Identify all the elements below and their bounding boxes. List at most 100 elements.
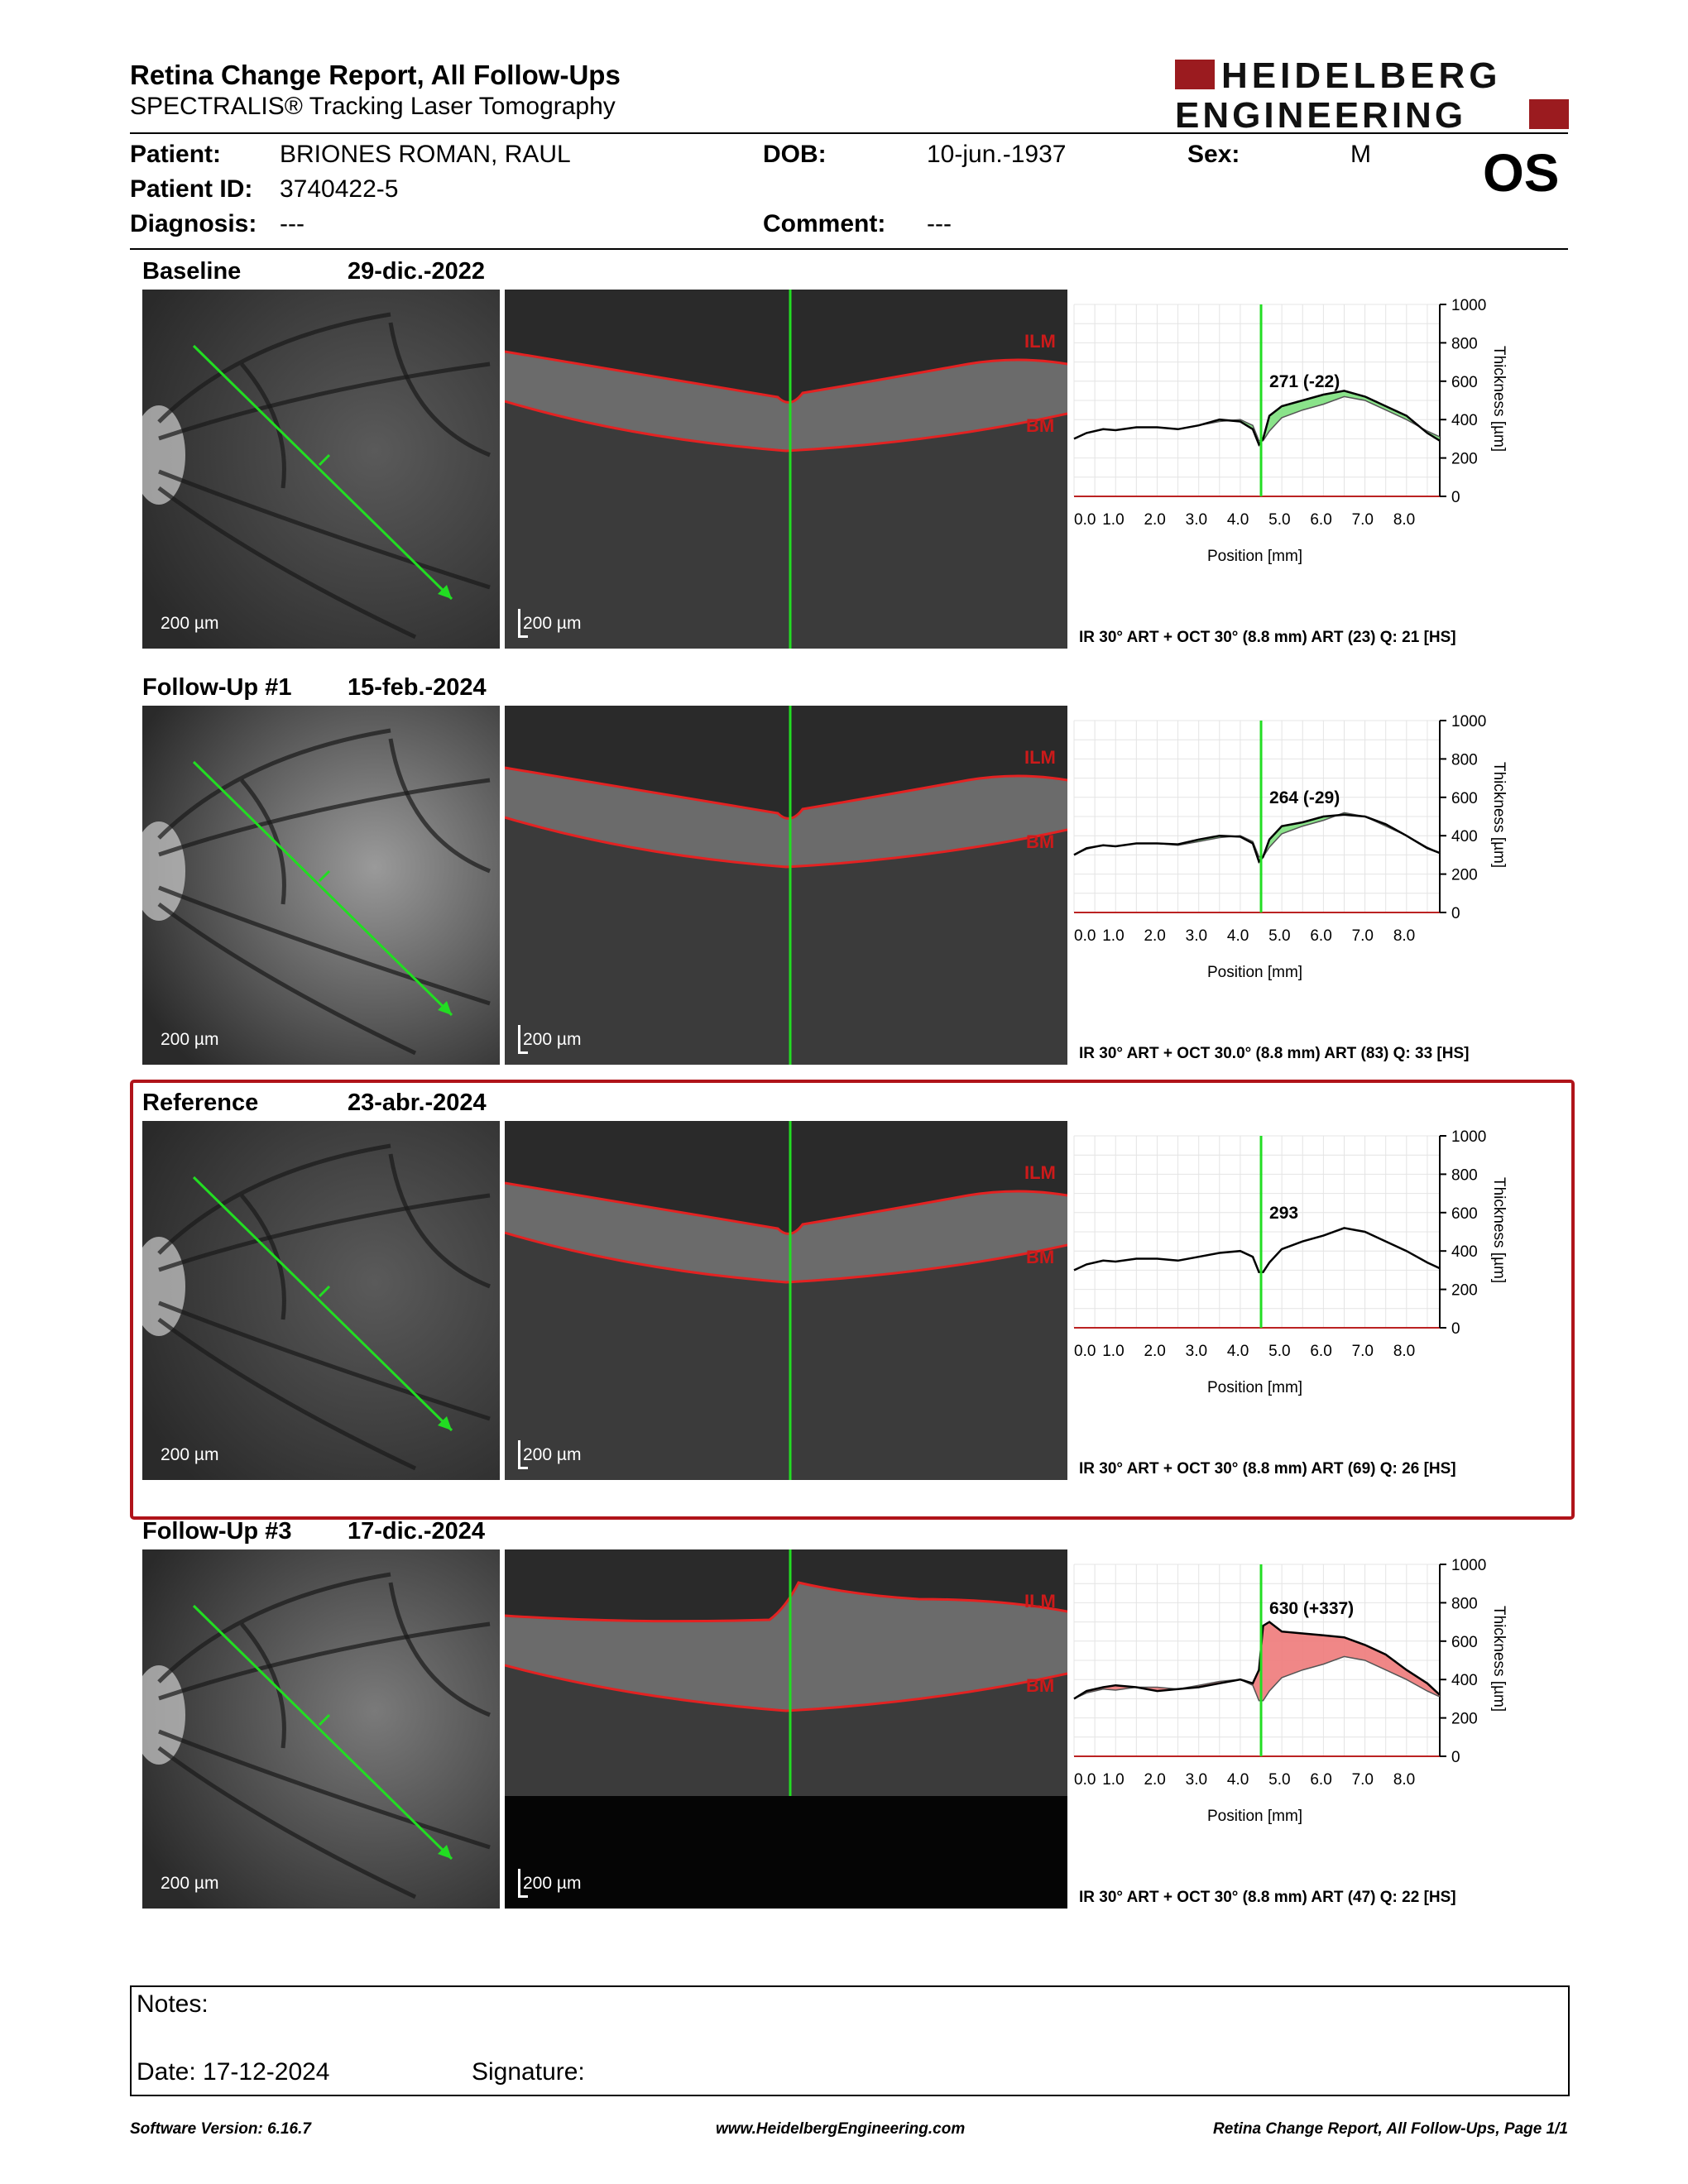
- scan-metadata: IR 30° ART + OCT 30° (8.8 mm) ART (69) Q…: [1079, 1460, 1456, 1478]
- oct-bscan-image[interactable]: ILM BM: [505, 1121, 1067, 1480]
- x-tick-label: 7.0: [1352, 511, 1374, 529]
- x-tick-label: 5.0: [1268, 927, 1290, 945]
- retinal-vessel: [240, 362, 286, 489]
- scan-direction-arrow: [438, 585, 452, 599]
- sex-value: M: [1350, 141, 1371, 168]
- scan-position-marker: [318, 1713, 331, 1727]
- x-tick-label: 3.0: [1186, 511, 1207, 529]
- ir-fundus-image[interactable]: [142, 290, 500, 649]
- oct-scale-bar: 200 µm: [523, 1874, 582, 1893]
- scan-metadata: IR 30° ART + OCT 30.0° (8.8 mm) ART (83)…: [1079, 1045, 1470, 1062]
- x-tick-label: 0.0: [1074, 1343, 1096, 1360]
- notes-date: Date: 17-12-2024: [137, 2058, 330, 2086]
- x-axis-label: Position [mm]: [1207, 548, 1302, 565]
- scan-line: [192, 1176, 453, 1432]
- x-tick-label: 8.0: [1393, 1771, 1415, 1789]
- x-tick-label: 8.0: [1393, 511, 1415, 529]
- y-tick-label: 200: [1451, 1282, 1478, 1300]
- y-axis-label: Thickness [µm]: [1490, 346, 1508, 452]
- patient-name: BRIONES ROMAN, RAUL: [280, 141, 571, 168]
- reference-thickness-line: [1073, 395, 1441, 442]
- logo-red-block-top: [1175, 60, 1215, 89]
- scan-metadata: IR 30° ART + OCT 30° (8.8 mm) ART (47) Q…: [1079, 1889, 1456, 1906]
- x-tick-label: 1.0: [1102, 1343, 1124, 1360]
- footer-website[interactable]: www.HeidelbergEngineering.com: [716, 2120, 966, 2138]
- y-tick-label: 1000: [1451, 297, 1486, 314]
- y-tick-label: 600: [1451, 790, 1478, 807]
- exam-date: 23-abr.-2024: [348, 1090, 487, 1116]
- ir-fundus-image[interactable]: [142, 1121, 500, 1480]
- retinal-vessel: [388, 1582, 491, 1717]
- reference-thickness-line: [1073, 812, 1441, 858]
- retinal-vessel: [157, 1572, 391, 1684]
- x-tick-label: 4.0: [1227, 511, 1249, 529]
- notes-box[interactable]: [130, 1985, 1570, 2096]
- oct-bscan-image[interactable]: ILM BM: [505, 706, 1067, 1065]
- sex-label: Sex:: [1187, 141, 1240, 168]
- thickness-line: [1073, 813, 1441, 864]
- retinal-vessel: [158, 1193, 491, 1272]
- oct-scale-bar-horizontal: [518, 635, 528, 638]
- bm-label: BM: [1026, 831, 1054, 852]
- y-axis-label: Thickness [µm]: [1490, 1606, 1508, 1712]
- retinal-vessel: [388, 322, 491, 457]
- bm-line: [505, 1664, 1067, 1712]
- reference-highlight-box: [130, 1080, 1575, 1520]
- scan-position-marker: [318, 453, 331, 467]
- thickness-change-area: [1074, 1621, 1440, 1701]
- y-tick-label: 0: [1451, 489, 1460, 506]
- y-tick-label: 400: [1451, 412, 1478, 429]
- oct-scale-bar-vertical: [518, 1440, 520, 1468]
- patient-id-label: Patient ID:: [130, 175, 253, 203]
- exam-date: 17-dic.-2024: [348, 1518, 486, 1545]
- scan-direction-arrow: [438, 1845, 452, 1859]
- y-tick-label: 600: [1451, 374, 1478, 391]
- retinal-vessel: [157, 728, 391, 840]
- y-axis-label: Thickness [µm]: [1490, 1177, 1508, 1283]
- ilm-label: ILM: [1024, 747, 1056, 768]
- x-axis-label: Position [mm]: [1207, 964, 1302, 981]
- ilm-label: ILM: [1024, 331, 1056, 352]
- retinal-vessel: [158, 1300, 491, 1421]
- oct-scale-bar: 200 µm: [523, 614, 582, 633]
- oct-bscan-image[interactable]: ILM BM: [505, 290, 1067, 649]
- eye-indicator: OS: [1483, 143, 1560, 203]
- x-tick-label: 5.0: [1268, 1343, 1290, 1360]
- patient-id: 3740422-5: [280, 175, 399, 203]
- scan-line: [192, 344, 453, 601]
- bm-line: [505, 816, 1067, 869]
- x-tick-label: 2.0: [1144, 1343, 1165, 1360]
- retinal-vessel: [157, 1317, 417, 1471]
- diagnosis-label: Diagnosis:: [130, 210, 257, 237]
- thickness-chart: 0 200 400 600 800 1000 0.0 1.0 2.0 3.0 4.0 5.0 6.0 7.…: [1073, 1128, 1508, 1396]
- retinal-vessel: [158, 885, 491, 1006]
- oct-scale-bar-vertical: [518, 1869, 520, 1897]
- x-tick-label: 6.0: [1310, 1343, 1331, 1360]
- oct-scale-bar: 200 µm: [523, 1030, 582, 1049]
- y-tick-label: 200: [1451, 1711, 1478, 1728]
- exam-date: 29-dic.-2022: [348, 258, 486, 285]
- notes-label: Notes:: [137, 1990, 209, 2018]
- ir-scale-bar: 200 µm: [161, 1445, 219, 1464]
- thickness-line: [1073, 1621, 1441, 1700]
- x-tick-label: 0.0: [1074, 927, 1096, 945]
- heidelberg-logo: HEIDELBERG ENGINEERING: [1175, 56, 1569, 132]
- scan-position-marker: [318, 869, 331, 883]
- comment-value: ---: [927, 210, 952, 237]
- ir-fundus-image[interactable]: [142, 706, 500, 1065]
- ir-scale-bar: 200 µm: [161, 614, 219, 633]
- oct-bscan-image[interactable]: ILM BM: [505, 1549, 1067, 1909]
- ir-fundus-image[interactable]: [142, 1549, 500, 1909]
- thickness-value-label: 630 (+337): [1269, 1599, 1354, 1618]
- scan-metadata: IR 30° ART + OCT 30° (8.8 mm) ART (23) Q…: [1079, 629, 1456, 646]
- oct-scale-bar-horizontal: [518, 1051, 528, 1054]
- oct-scale-bar-horizontal: [518, 1467, 528, 1469]
- x-tick-label: 6.0: [1310, 927, 1331, 945]
- x-tick-label: 7.0: [1352, 927, 1374, 945]
- scan-line: [192, 1604, 453, 1861]
- ilm-line: [505, 1181, 1067, 1235]
- choroid-tissue: [505, 817, 1067, 1065]
- x-tick-label: 2.0: [1144, 511, 1165, 529]
- exam-label: Baseline: [142, 258, 242, 285]
- thickness-line: [1073, 390, 1441, 447]
